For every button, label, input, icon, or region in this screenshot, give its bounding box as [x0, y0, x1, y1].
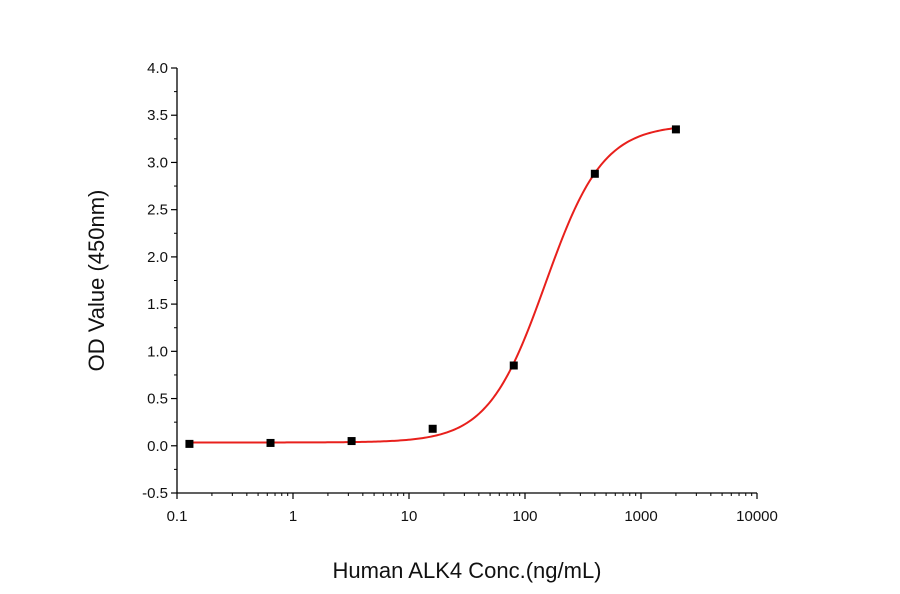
x-ticks: 0.1 1 10 100 1000 10000 [167, 493, 778, 525]
fit-curve-layer [189, 127, 677, 444]
data-point [509, 361, 518, 370]
x-tick-label: 100 [512, 508, 537, 525]
axes [176, 68, 757, 494]
data-point [185, 439, 194, 448]
data-points-layer [185, 125, 680, 448]
data-point [266, 438, 275, 447]
x-tick-label: 10 [401, 508, 418, 525]
data-point [347, 437, 356, 446]
data-point [428, 424, 437, 433]
y-tick-label: 0.0 [147, 438, 168, 455]
y-ticks: -0.5 0.0 0.5 1.0 1.5 2.0 2.5 3.0 3.5 4.0 [142, 60, 177, 502]
y-tick-label: 0.5 [147, 391, 168, 408]
y-tick-label: 1.0 [147, 343, 168, 360]
y-tick-label: 2.5 [147, 202, 168, 219]
y-tick-label: 4.0 [147, 60, 168, 77]
y-tick-label: 3.0 [147, 154, 168, 171]
data-point [590, 169, 599, 178]
data-point [671, 125, 680, 134]
x-tick-label: 1 [289, 508, 297, 525]
y-tick-label: -0.5 [142, 485, 168, 502]
x-tick-label: 1000 [624, 508, 657, 525]
y-tick-label: 2.0 [147, 249, 168, 266]
x-tick-label: 10000 [736, 508, 778, 525]
y-axis-title: OD Value (450nm) [84, 190, 109, 372]
x-tick-label: 0.1 [167, 508, 188, 525]
y-tick-label: 3.5 [147, 107, 168, 124]
fit-curve [189, 127, 677, 444]
y-tick-label: 1.5 [147, 296, 168, 313]
x-axis-title: Human ALK4 Conc.(ng/mL) [332, 558, 601, 583]
